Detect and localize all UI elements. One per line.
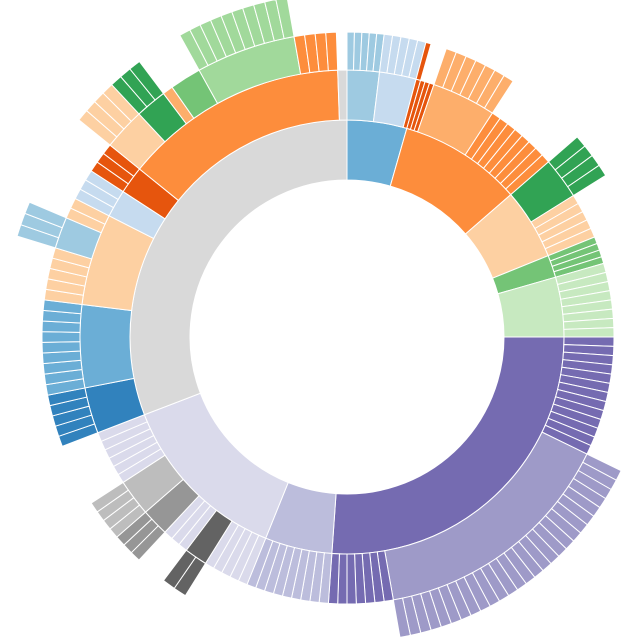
sunburst-segment [79, 303, 135, 389]
sunburst-leaf [337, 69, 348, 121]
sunburst-leaf [563, 327, 615, 338]
sunburst-leaf [41, 341, 81, 354]
sunburst-leaf [41, 331, 81, 343]
sunburst-leaf [325, 31, 339, 72]
sunburst-leaf [346, 553, 357, 605]
